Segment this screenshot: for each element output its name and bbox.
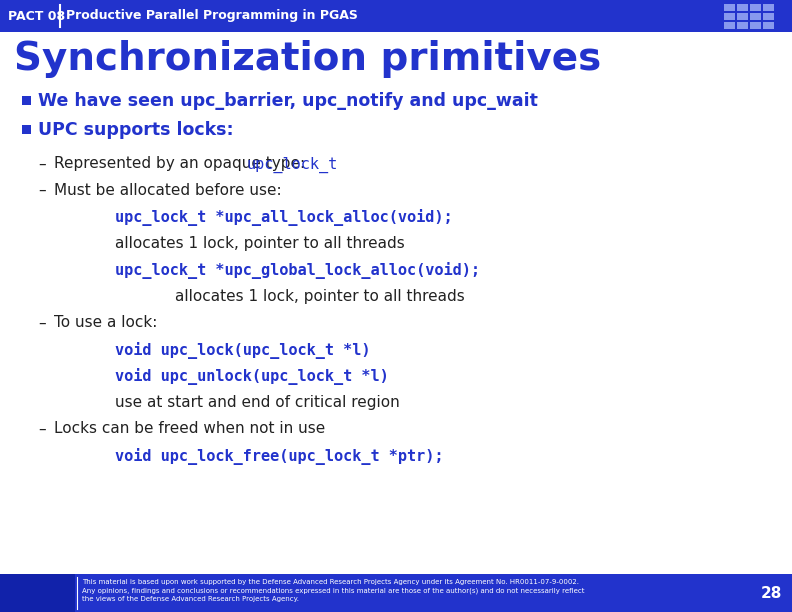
Text: –: – bbox=[38, 315, 46, 330]
Bar bbox=[22, 125, 31, 134]
Bar bbox=[0, 0, 792, 32]
Text: allocates 1 lock, pointer to all threads: allocates 1 lock, pointer to all threads bbox=[115, 236, 405, 251]
Bar bbox=[0, 574, 792, 612]
Bar bbox=[724, 4, 735, 11]
Text: UPC supports locks:: UPC supports locks: bbox=[38, 121, 234, 139]
Text: Must be allocated before use:: Must be allocated before use: bbox=[54, 183, 282, 198]
Bar bbox=[724, 13, 735, 20]
Text: upc_lock_t *upc_all_lock_alloc(void);: upc_lock_t *upc_all_lock_alloc(void); bbox=[115, 209, 452, 226]
Text: Productive Parallel Programming in PGAS: Productive Parallel Programming in PGAS bbox=[66, 10, 358, 23]
Text: Locks can be freed when not in use: Locks can be freed when not in use bbox=[54, 421, 326, 436]
Bar bbox=[763, 4, 774, 11]
Text: use at start and end of critical region: use at start and end of critical region bbox=[115, 395, 400, 410]
Text: To use a lock:: To use a lock: bbox=[54, 315, 158, 330]
Text: void upc_unlock(upc_lock_t *l): void upc_unlock(upc_lock_t *l) bbox=[115, 368, 389, 386]
Text: 28: 28 bbox=[760, 586, 782, 600]
Bar bbox=[750, 22, 761, 29]
Text: –: – bbox=[38, 183, 46, 198]
Bar bbox=[22, 96, 31, 105]
Bar bbox=[750, 13, 761, 20]
Bar bbox=[763, 13, 774, 20]
Bar bbox=[724, 22, 735, 29]
Bar bbox=[737, 22, 748, 29]
Text: Synchronization primitives: Synchronization primitives bbox=[14, 40, 601, 78]
Bar bbox=[750, 4, 761, 11]
Text: Represented by an opaque type:: Represented by an opaque type: bbox=[54, 156, 310, 171]
Text: We have seen upc_barrier, upc_notify and upc_wait: We have seen upc_barrier, upc_notify and… bbox=[38, 92, 538, 110]
Bar bbox=[737, 13, 748, 20]
Text: upc_lock_t *upc_global_lock_alloc(void);: upc_lock_t *upc_global_lock_alloc(void); bbox=[115, 263, 480, 279]
Text: void upc_lock(upc_lock_t *l): void upc_lock(upc_lock_t *l) bbox=[115, 341, 371, 359]
Text: PACT 08: PACT 08 bbox=[8, 10, 65, 23]
Bar bbox=[0, 574, 75, 612]
Text: upc_lock_t: upc_lock_t bbox=[246, 156, 337, 173]
Bar bbox=[763, 22, 774, 29]
Text: allocates 1 lock, pointer to all threads: allocates 1 lock, pointer to all threads bbox=[175, 289, 465, 304]
Bar bbox=[737, 4, 748, 11]
Text: –: – bbox=[38, 156, 46, 171]
Text: This material is based upon work supported by the Defense Advanced Research Proj: This material is based upon work support… bbox=[82, 579, 584, 602]
Text: void upc_lock_free(upc_lock_t *ptr);: void upc_lock_free(upc_lock_t *ptr); bbox=[115, 448, 444, 465]
Text: –: – bbox=[38, 421, 46, 436]
